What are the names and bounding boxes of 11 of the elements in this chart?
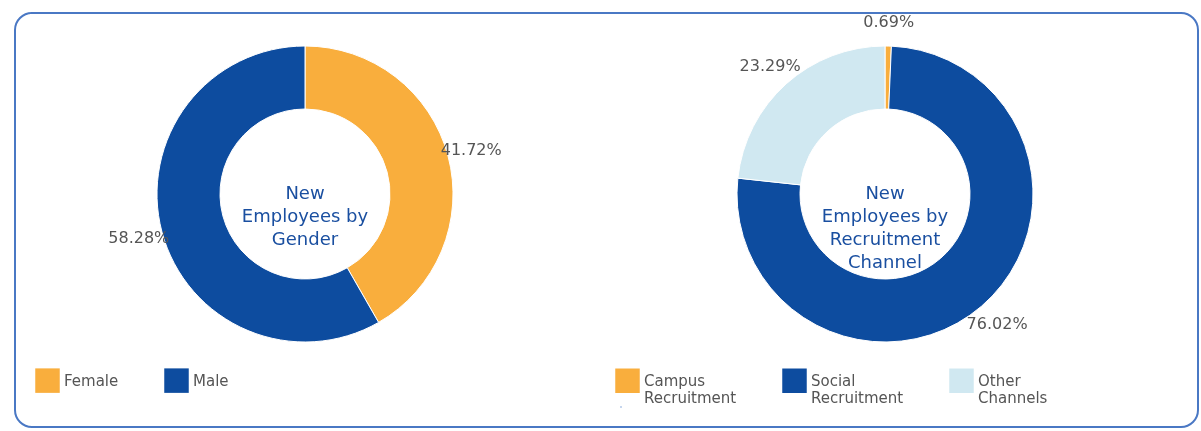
donut-slice — [736, 45, 1034, 343]
text: New Employees by Recruitment Channel — [821, 182, 949, 272]
legend-label: Male — [193, 371, 229, 390]
legend-label: Female — [64, 371, 119, 390]
data-label: 23.29% — [739, 56, 801, 76]
legend-label: Social Recruitment — [811, 371, 904, 407]
data-label: 76.02% — [966, 314, 1028, 334]
text: New Employees by Gender — [241, 182, 369, 249]
legend-label: Other Channels — [978, 371, 1048, 407]
legend-label: Campus Recruitment — [644, 371, 737, 407]
data-label: 0.69% — [863, 12, 915, 32]
